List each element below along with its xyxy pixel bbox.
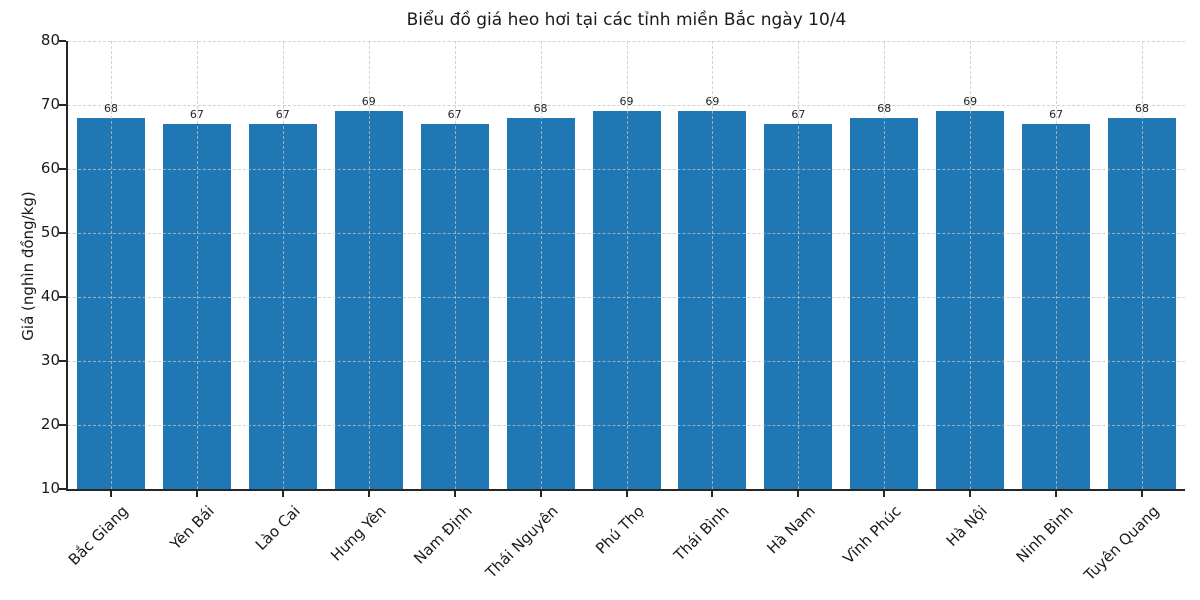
bar-value-label-4: 67 [447, 108, 462, 122]
x-tick-mark-6 [625, 490, 628, 497]
y-tick-mark-20 [59, 424, 66, 426]
y-tick-mark-40 [59, 296, 66, 298]
y-tick-mark-80 [59, 40, 66, 42]
x-tick-label-6: Phú Thọ [591, 502, 648, 558]
x-tick-mark-1 [195, 490, 198, 497]
x-tick-label-0: Bắc Giang [64, 502, 132, 569]
bar-value-label-1: 67 [189, 108, 204, 122]
y-tick-label-60: 60 [40, 159, 60, 177]
x-tick-label-11: Ninh Bình [1012, 502, 1077, 567]
gridline-vertical-12 [1142, 41, 1144, 489]
gridline-vertical-0 [110, 41, 112, 489]
x-tick-label-7: Thái Bình [670, 502, 734, 565]
x-tick-mark-4 [453, 490, 456, 497]
gridline-vertical-5 [540, 41, 542, 489]
y-tick-label-80: 80 [40, 31, 60, 49]
gridline-vertical-1 [196, 41, 198, 489]
x-tick-mark-2 [281, 490, 284, 497]
gridline-vertical-8 [798, 41, 800, 489]
x-tick-label-5: Thái Nguyên [481, 502, 562, 582]
y-tick-label-40: 40 [40, 287, 60, 305]
y-tick-label-20: 20 [40, 415, 60, 433]
bar-value-label-8: 67 [791, 108, 806, 122]
bar-value-label-9: 68 [877, 101, 892, 115]
y-tick-mark-10 [59, 488, 66, 490]
y-tick-mark-50 [59, 232, 66, 234]
gridline-vertical-9 [884, 41, 886, 489]
x-tick-label-2: Lào Cai [251, 502, 304, 554]
x-tick-label-3: Hưng Yên [326, 502, 390, 565]
y-tick-mark-70 [59, 104, 66, 106]
x-tick-label-1: Yên Bái [166, 502, 218, 554]
y-tick-label-70: 70 [40, 95, 60, 113]
x-tick-label-12: Tuyên Quang [1080, 502, 1163, 585]
bar-value-label-10: 69 [963, 95, 978, 109]
bar-value-label-0: 68 [103, 101, 118, 115]
bar-value-label-3: 69 [361, 95, 376, 109]
x-tick-mark-5 [539, 490, 542, 497]
x-tick-label-10: Hà Nội [942, 502, 991, 550]
x-tick-mark-7 [711, 490, 714, 497]
bar-value-label-7: 69 [705, 95, 720, 109]
bar-value-label-6: 69 [619, 95, 634, 109]
x-tick-mark-9 [883, 490, 886, 497]
x-tick-label-4: Nam Định [409, 502, 476, 568]
bar-value-label-5: 68 [533, 101, 548, 115]
y-tick-mark-60 [59, 168, 66, 170]
x-tick-mark-3 [367, 490, 370, 497]
bar-value-label-12: 68 [1135, 101, 1150, 115]
gridline-vertical-11 [1056, 41, 1058, 489]
y-axis-spine [66, 41, 68, 491]
x-tick-mark-0 [109, 490, 112, 497]
x-tick-mark-8 [797, 490, 800, 497]
chart-title: Biểu đồ giá heo hơi tại các tỉnh miền Bắ… [406, 10, 847, 30]
y-tick-label-10: 10 [40, 479, 60, 497]
x-tick-mark-10 [969, 490, 972, 497]
gridline-vertical-10 [970, 41, 972, 489]
bar-value-label-2: 67 [275, 108, 290, 122]
gridline-vertical-4 [454, 41, 456, 489]
gridline-vertical-3 [368, 41, 370, 489]
gridline-vertical-2 [282, 41, 284, 489]
x-tick-mark-12 [1141, 490, 1144, 497]
y-tick-mark-30 [59, 360, 66, 362]
y-tick-label-50: 50 [40, 223, 60, 241]
bar-value-label-11: 67 [1049, 108, 1064, 122]
gridline-vertical-6 [626, 41, 628, 489]
plot-area [66, 41, 1185, 491]
x-tick-label-9: Vĩnh Phúc [839, 502, 905, 568]
gridline-vertical-7 [712, 41, 714, 489]
x-tick-mark-11 [1055, 490, 1058, 497]
y-tick-label-30: 30 [40, 351, 60, 369]
x-tick-label-8: Hà Nam [763, 502, 820, 558]
